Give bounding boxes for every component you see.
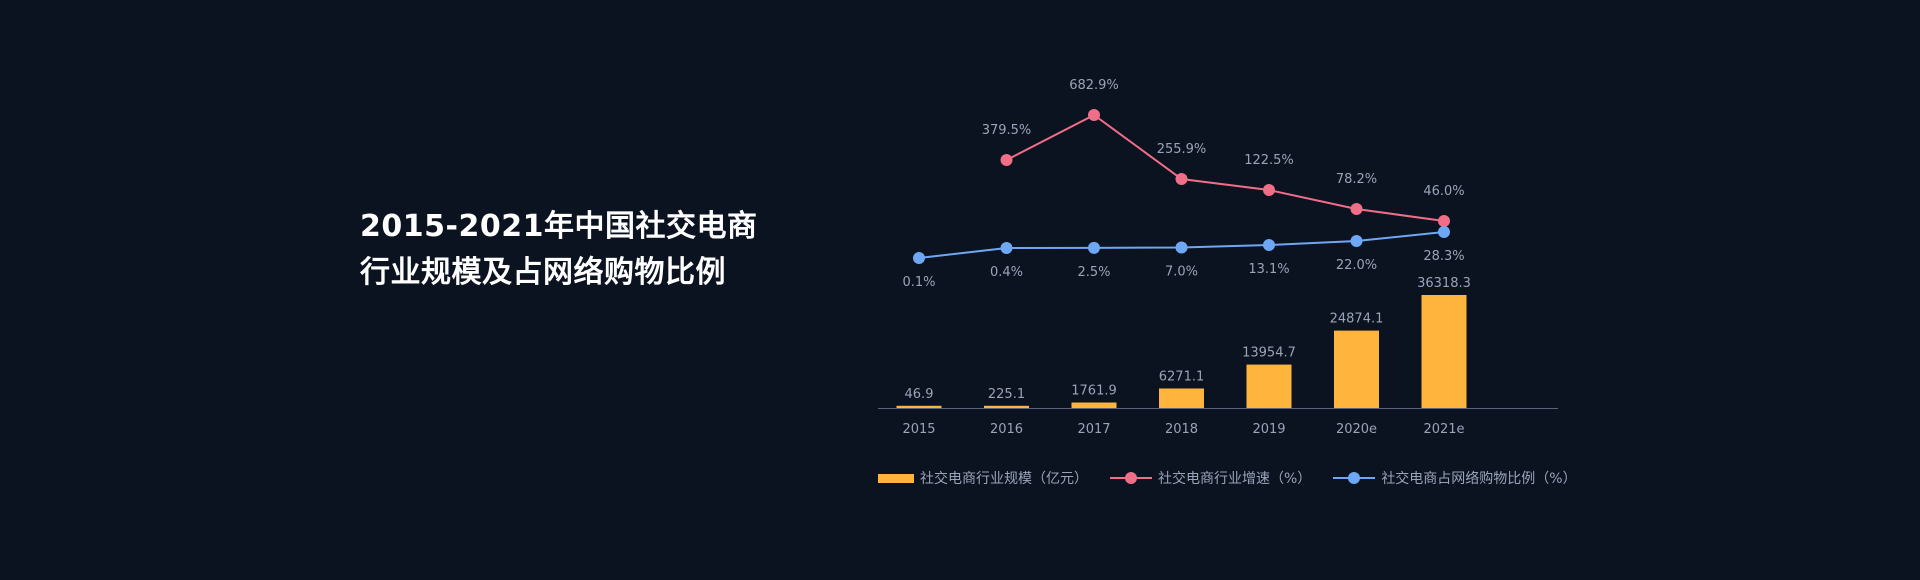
bar-2016 bbox=[984, 405, 1029, 408]
bar-label-2015: 46.9 bbox=[905, 387, 934, 402]
bar-2020e bbox=[1334, 330, 1379, 408]
growth-line bbox=[1006, 113, 1445, 222]
bar-label-2019: 13954.7 bbox=[1242, 346, 1296, 361]
ratio-point-2021e bbox=[1438, 226, 1450, 238]
growth-label-2020e: 78.2% bbox=[1336, 172, 1377, 187]
bar-2021e bbox=[1421, 295, 1467, 408]
bar-2018 bbox=[1159, 388, 1204, 408]
growth-point-2018 bbox=[1175, 173, 1188, 185]
legend-item-growth: 社交电商行业增速（%） bbox=[1110, 468, 1311, 488]
x-tick-label-2021e: 2021e bbox=[1423, 422, 1464, 437]
growth-label-2021e: 46.0% bbox=[1423, 184, 1464, 199]
x-tick-label-2016: 2016 bbox=[990, 422, 1023, 437]
ratio-label-2015: 0.1% bbox=[902, 275, 935, 290]
growth-point-2016 bbox=[1000, 154, 1013, 166]
ratio-point-2018 bbox=[1175, 241, 1188, 254]
legend-label-scale: 社交电商行业规模（亿元） bbox=[920, 471, 1088, 487]
x-tick-label-2019: 2019 bbox=[1252, 422, 1285, 437]
x-tick-label-2018: 2018 bbox=[1165, 422, 1198, 437]
title-line-2: 行业规模及占网络购物比例 bbox=[360, 255, 726, 290]
ratio-point-2016 bbox=[1000, 242, 1013, 254]
legend-bar-swatch bbox=[878, 473, 914, 483]
bar-label-2018: 6271.1 bbox=[1159, 369, 1205, 384]
legend-label-growth: 社交电商行业增速（%） bbox=[1158, 471, 1312, 487]
bar-label-2020e: 24874.1 bbox=[1330, 312, 1384, 327]
legend-item-scale: 社交电商行业规模（亿元） bbox=[878, 468, 1088, 488]
growth-label-2016: 379.5% bbox=[982, 123, 1032, 138]
legend-ratio-swatch bbox=[1333, 471, 1376, 485]
ratio-label-2021e: 28.3% bbox=[1423, 249, 1464, 264]
chart-title: 2015-2021年中国社交电商 行业规模及占网络购物比例 bbox=[360, 204, 757, 296]
ratio-point-2019 bbox=[1263, 239, 1275, 251]
legend-item-ratio: 社交电商占网络购物比例（%） bbox=[1333, 468, 1577, 488]
bar-2019 bbox=[1246, 364, 1292, 408]
bar-label-2016: 225.1 bbox=[988, 387, 1025, 402]
x-tick-label-2015: 2015 bbox=[902, 422, 935, 437]
chart-legend: 社交电商行业规模（亿元） 社交电商行业增速（%） 社交电商占网络购物比例（%） bbox=[878, 468, 1577, 488]
bar-label-2021e: 36318.3 bbox=[1417, 276, 1471, 291]
bar-label-2017: 1761.9 bbox=[1071, 384, 1117, 399]
ratio-label-2020e: 22.0% bbox=[1336, 258, 1377, 273]
x-tick-label-2017: 2017 bbox=[1077, 422, 1110, 437]
growth-point-2017 bbox=[1088, 109, 1100, 121]
bar-2017 bbox=[1071, 402, 1117, 408]
ratio-label-2017: 2.5% bbox=[1077, 265, 1110, 280]
ratio-point-2015 bbox=[913, 252, 925, 264]
growth-label-2017: 682.9% bbox=[1069, 78, 1119, 93]
ratio-label-2018: 7.0% bbox=[1165, 265, 1198, 280]
bar-2015 bbox=[896, 405, 942, 408]
growth-label-2019: 122.5% bbox=[1244, 153, 1294, 168]
growth-point-2021e bbox=[1438, 215, 1450, 227]
ratio-label-2019: 13.1% bbox=[1248, 262, 1289, 277]
ratio-point-2020e bbox=[1350, 235, 1363, 247]
legend-label-ratio: 社交电商占网络购物比例（%） bbox=[1381, 471, 1577, 487]
growth-point-2020e bbox=[1350, 203, 1363, 215]
growth-point-2019 bbox=[1263, 184, 1275, 196]
legend-growth-swatch bbox=[1110, 471, 1152, 485]
ratio-label-2016: 0.4% bbox=[990, 265, 1023, 280]
x-tick-label-2020e: 2020e bbox=[1336, 422, 1377, 437]
growth-label-2018: 255.9% bbox=[1157, 142, 1207, 157]
ratio-point-2017 bbox=[1088, 241, 1100, 254]
title-line-1: 2015-2021年中国社交电商 bbox=[360, 209, 758, 244]
